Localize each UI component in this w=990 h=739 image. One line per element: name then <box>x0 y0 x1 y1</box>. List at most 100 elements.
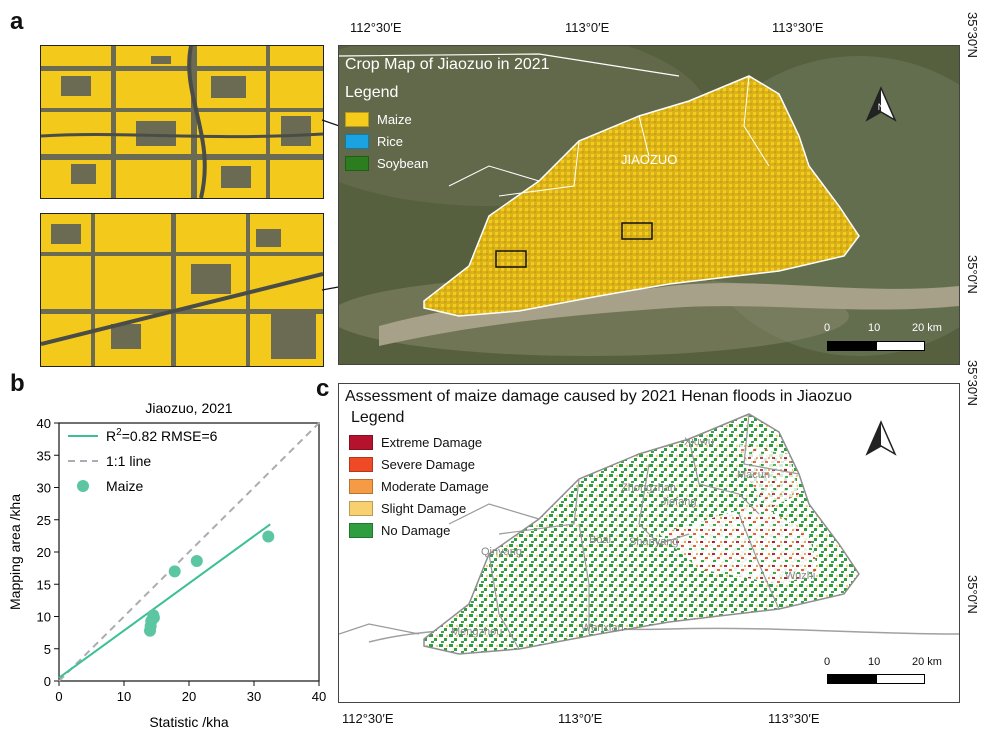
chart-title: Jiaozuo, 2021 <box>145 400 232 416</box>
lon-label-bottom-3: 113°30′E <box>768 711 820 726</box>
damage-map-title: Assessment of maize damage caused by 202… <box>345 388 852 405</box>
legend-item-severe: Severe Damage <box>349 453 489 475</box>
extreme-swatch <box>349 434 373 450</box>
y-tick-label: 5 <box>44 642 51 657</box>
y-axis: 0 5 10 15 20 25 30 35 40 <box>37 416 59 689</box>
lon-label-top-3: 113°30′E <box>772 20 824 35</box>
svg-text:N: N <box>878 102 885 112</box>
inset-crop-map-2 <box>40 213 324 367</box>
scale-labels-a: 0 10 20 km <box>824 322 954 336</box>
district-label-boai: Boai <box>589 534 612 546</box>
legend-item-moderate: Moderate Damage <box>349 475 489 497</box>
legend-label-severe: Severe Damage <box>381 456 475 472</box>
crop-map-legend: Maize Rice Soybean <box>345 108 428 174</box>
district-label-wenxian: Wenxian <box>581 622 624 634</box>
legend-fit-label: R2=0.82 RMSE=6 <box>106 427 218 444</box>
district-label-wuzhi: Wuzhi <box>785 570 816 582</box>
y-tick-label: 35 <box>37 448 51 463</box>
lon-label-top-1: 112°30′E <box>350 20 402 35</box>
legend-maize-marker <box>77 480 89 492</box>
moderate-swatch <box>349 478 373 494</box>
damage-map-panel: Assessment of maize damage caused by 202… <box>338 383 960 703</box>
legend-item-soybean: Soybean <box>345 152 428 174</box>
panel-letter-a: a <box>10 8 24 35</box>
maize-swatch <box>345 111 369 127</box>
place-label-jiaozuo: JIAOZUO <box>621 152 678 167</box>
legend-item-slight: Slight Damage <box>349 497 489 519</box>
district-label-zhongzhan: Zhongzhan <box>621 482 677 494</box>
scale-label-20: 20 km <box>912 656 942 668</box>
district-label-shanyang: Shanyang <box>629 536 679 548</box>
scale-label-10: 10 <box>868 322 881 334</box>
district-label-qinyang: Qinyang <box>481 546 522 558</box>
y-axis-label: Mapping area /kha <box>7 494 23 610</box>
maize-point <box>190 555 203 568</box>
maize-point <box>168 565 181 578</box>
scale-label-10: 10 <box>868 656 881 668</box>
legend-label-rice: Rice <box>377 133 404 149</box>
legend-label-extreme: Extreme Damage <box>381 434 483 450</box>
severe-swatch <box>349 456 373 472</box>
scale-labels-c: 0 10 20 km <box>824 656 954 670</box>
maize-point <box>262 530 275 543</box>
legend-identity-label: 1:1 line <box>106 453 151 469</box>
identity-line <box>58 422 320 682</box>
x-tick-label: 0 <box>55 689 62 704</box>
no-damage-swatch <box>349 522 373 538</box>
slight-swatch <box>349 500 373 516</box>
crop-map-legend-title: Legend <box>345 84 399 101</box>
rice-swatch <box>345 133 369 149</box>
legend-item-maize: Maize <box>345 108 428 130</box>
scale-label-0: 0 <box>824 322 831 334</box>
damage-map-graphic <box>339 413 959 655</box>
legend-label-soybean: Soybean <box>377 155 429 171</box>
legend-label-moderate: Moderate Damage <box>381 478 489 494</box>
scale-bar-c <box>827 674 925 684</box>
scale-label-20: 20 km <box>912 322 942 334</box>
scatter-chart: Jiaozuo, 2021 0 5 10 15 20 25 30 35 40 0 10 20 30 40… <box>7 400 326 730</box>
crop-map-panel: Crop Map of Jiaozuo in 2021 Legend Maize… <box>338 45 960 365</box>
x-axis-label: Statistic /kha <box>149 714 229 730</box>
scale-label-0: 0 <box>824 656 831 668</box>
legend-item-rice: Rice <box>345 130 428 152</box>
crop-map-graphic <box>339 46 959 364</box>
x-tick-label: 30 <box>247 689 261 704</box>
damage-map-legend-title: Legend <box>351 409 405 426</box>
y-tick-label: 40 <box>37 416 51 431</box>
district-label-jiefang: Jiefang <box>661 496 697 508</box>
legend-maize-label: Maize <box>106 478 144 494</box>
y-tick-label: 25 <box>37 513 51 528</box>
fit-line <box>58 523 271 679</box>
legend-label-slight: Slight Damage <box>381 500 467 516</box>
y-tick-label: 10 <box>37 610 51 625</box>
district-label-mengzhou: Mengzhou <box>451 626 503 638</box>
legend-label-maize: Maize <box>377 111 412 127</box>
y-tick-label: 20 <box>37 545 51 560</box>
inset-crop-map-1 <box>40 45 324 199</box>
y-tick-label: 30 <box>37 481 51 496</box>
damage-map-legend: Extreme Damage Severe Damage Moderate Da… <box>349 431 489 541</box>
scatter-points <box>144 530 275 637</box>
x-axis: 0 10 20 30 40 <box>55 681 326 704</box>
legend-label-none: No Damage <box>381 522 451 538</box>
soybean-swatch <box>345 155 369 171</box>
lon-label-top-2: 113°0′E <box>565 20 610 35</box>
x-tick-label: 40 <box>312 689 326 704</box>
lon-label-bottom-1: 112°30′E <box>342 711 394 726</box>
north-arrow-icon <box>865 420 897 456</box>
x-tick-label: 10 <box>117 689 131 704</box>
y-tick-label: 15 <box>37 577 51 592</box>
panel-letter-c: c <box>316 375 330 402</box>
scale-bar-a <box>827 341 925 351</box>
north-arrow-icon: N <box>865 86 897 122</box>
district-label-macun: Macun <box>737 469 771 481</box>
lon-label-bottom-2: 113°0′E <box>558 711 603 726</box>
legend-item-none: No Damage <box>349 519 489 541</box>
maize-point <box>147 611 160 624</box>
y-tick-label: 0 <box>44 674 51 689</box>
panel-letter-b: b <box>10 370 25 397</box>
legend-item-extreme: Extreme Damage <box>349 431 489 453</box>
crop-map-title: Crop Map of Jiaozuo in 2021 <box>345 56 550 73</box>
x-tick-label: 20 <box>182 689 196 704</box>
district-label-xiuwu: Xiuwu <box>684 436 714 448</box>
